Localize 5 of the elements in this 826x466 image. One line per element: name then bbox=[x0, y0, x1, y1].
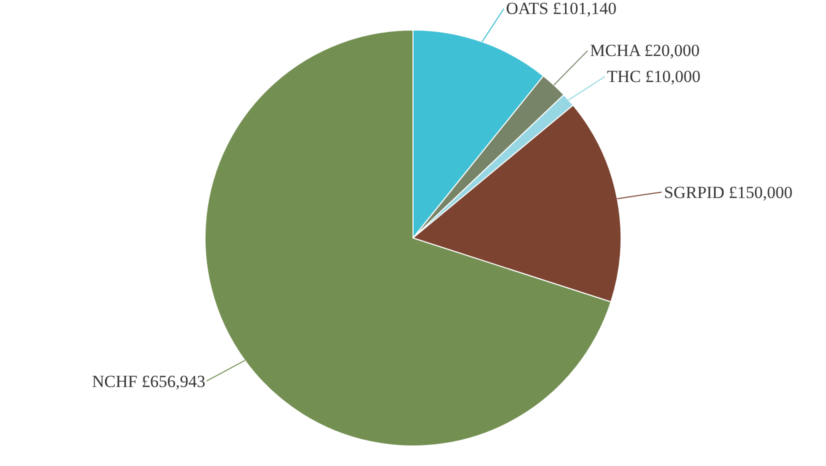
slice-label: MCHA £20,000 bbox=[590, 41, 700, 60]
slice-label: OATS £101,140 bbox=[506, 0, 617, 18]
slice-label: THC £10,000 bbox=[607, 67, 700, 86]
slice-label: SGRPID £150,000 bbox=[664, 183, 792, 202]
slice-label: NCHF £656,943 bbox=[92, 372, 206, 391]
